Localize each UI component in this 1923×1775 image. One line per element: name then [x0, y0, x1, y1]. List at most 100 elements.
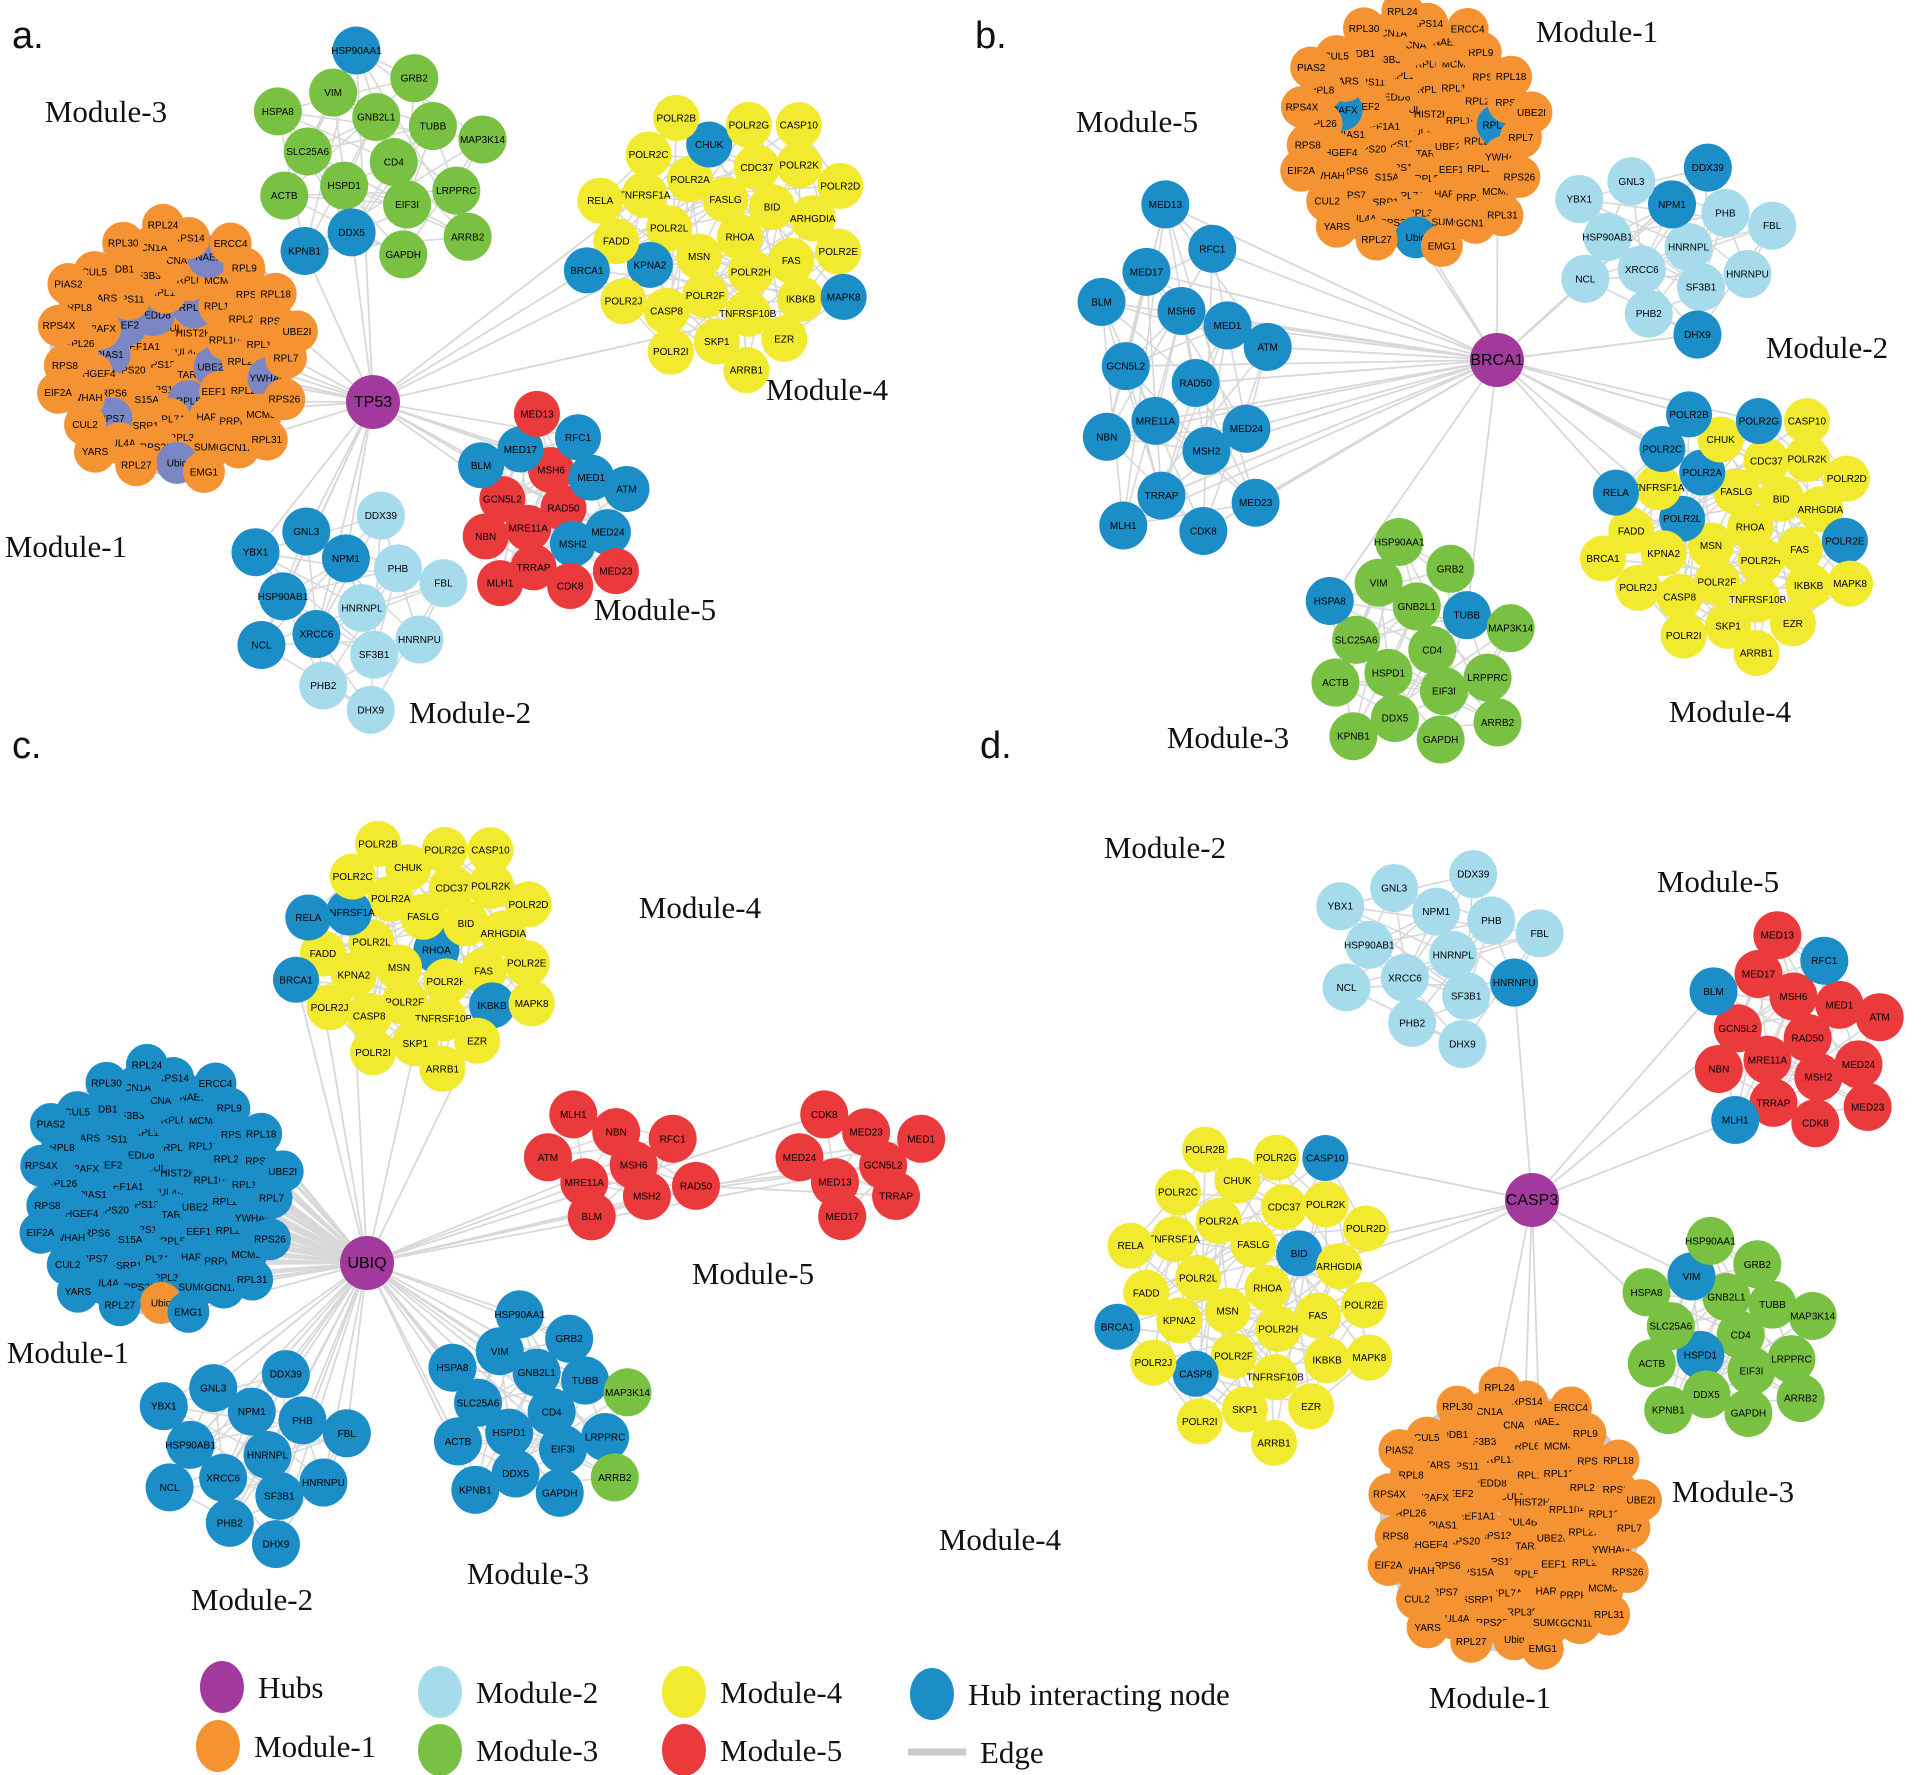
- node-HNRNPL[interactable]: [1664, 223, 1713, 271]
- node-MAP3K14[interactable]: [603, 1368, 652, 1417]
- node-DDX39[interactable]: [261, 1350, 310, 1399]
- node-LRPPRC[interactable]: [1463, 653, 1512, 702]
- node-EIF2A[interactable]: [1280, 149, 1323, 192]
- node-POLR2D[interactable]: [505, 881, 552, 928]
- node-HSPD1[interactable]: [1364, 648, 1413, 697]
- node-HSPA8[interactable]: [1305, 576, 1354, 625]
- node-FBL[interactable]: [1748, 201, 1797, 250]
- node-GNL3[interactable]: [1370, 864, 1419, 913]
- node-POLR2D[interactable]: [817, 162, 864, 209]
- node-PIAS2[interactable]: [1290, 46, 1333, 89]
- node-MAPK8[interactable]: [820, 273, 867, 320]
- node-FASLG[interactable]: [702, 176, 749, 223]
- node-POLR2I[interactable]: [647, 328, 694, 375]
- node-PHB2[interactable]: [299, 661, 348, 710]
- node-PIAS2[interactable]: [29, 1103, 72, 1146]
- node-ARHGDIA[interactable]: [1316, 1243, 1363, 1290]
- node-NCL[interactable]: [1322, 963, 1371, 1012]
- node-KPNA2[interactable]: [626, 241, 673, 288]
- node-POLR2E[interactable]: [503, 940, 550, 987]
- node-POLR2C[interactable]: [625, 131, 672, 178]
- node-MLH1[interactable]: [1711, 1096, 1760, 1145]
- node-RPL27[interactable]: [1450, 1620, 1493, 1663]
- node-POLR2B[interactable]: [355, 820, 402, 867]
- node-EIF2A[interactable]: [19, 1211, 62, 1254]
- node-GNB2L1[interactable]: [1392, 582, 1441, 631]
- node-RPL18[interactable]: [1490, 55, 1533, 98]
- node-CDK8[interactable]: [1179, 507, 1228, 556]
- node-RPL18[interactable]: [1597, 1439, 1640, 1482]
- node-RPL24[interactable]: [125, 1043, 168, 1086]
- node-KPNB1[interactable]: [451, 1465, 500, 1514]
- node-EIF2A[interactable]: [37, 371, 80, 414]
- node-POLR2J[interactable]: [1130, 1339, 1177, 1386]
- node-DDX5[interactable]: [491, 1449, 540, 1498]
- node-YBX1[interactable]: [139, 1382, 188, 1431]
- node-UBE2I[interactable]: [275, 310, 318, 353]
- node-DDX5[interactable]: [1370, 694, 1419, 743]
- node-CDC37[interactable]: [733, 144, 780, 191]
- node-NPM1[interactable]: [1648, 180, 1697, 229]
- node-EZR[interactable]: [454, 1017, 501, 1064]
- node-POLR2E[interactable]: [1341, 1282, 1388, 1329]
- node-CASP10[interactable]: [775, 102, 822, 149]
- node-POLR2K[interactable]: [1784, 435, 1831, 482]
- node-YBX1[interactable]: [231, 528, 280, 577]
- node-KPNA2[interactable]: [1156, 1297, 1203, 1344]
- node-MED13[interactable]: [513, 390, 560, 437]
- node-YBX1[interactable]: [1316, 882, 1365, 931]
- node-SF3B1[interactable]: [255, 1471, 304, 1520]
- hub-BRCA1[interactable]: [1470, 333, 1524, 387]
- node-TNFRSF1A[interactable]: [1151, 1216, 1198, 1263]
- node-RELA[interactable]: [1592, 469, 1639, 516]
- node-NBN[interactable]: [1082, 412, 1131, 461]
- node-UBE2I[interactable]: [261, 1150, 304, 1193]
- node-HSP90AA1[interactable]: [1686, 1216, 1735, 1265]
- node-RFC1[interactable]: [555, 414, 602, 461]
- node-MED1[interactable]: [897, 1114, 946, 1163]
- node-RAD50[interactable]: [1783, 1014, 1832, 1062]
- node-RFC1[interactable]: [648, 1114, 697, 1163]
- node-HSPA8[interactable]: [428, 1343, 477, 1392]
- node-ATM[interactable]: [1855, 993, 1904, 1042]
- node-SLC25A6[interactable]: [283, 127, 332, 176]
- node-POLR2J[interactable]: [600, 278, 647, 325]
- node-MSN[interactable]: [676, 233, 723, 280]
- hub-UBIQ[interactable]: [340, 1236, 394, 1290]
- node-RPL24[interactable]: [1381, 0, 1424, 33]
- node-EMG1[interactable]: [167, 1290, 210, 1333]
- node-SLC25A6[interactable]: [1646, 1302, 1695, 1351]
- node-MAPK8[interactable]: [1346, 1334, 1393, 1381]
- node-MLH1[interactable]: [549, 1090, 598, 1139]
- node-HSP90AB1[interactable]: [166, 1420, 215, 1469]
- node-POLR2E[interactable]: [815, 228, 862, 275]
- node-RELA[interactable]: [285, 894, 332, 941]
- node-MSH6[interactable]: [1157, 286, 1206, 335]
- node-CASP8[interactable]: [1656, 573, 1703, 620]
- node-MSH2[interactable]: [1794, 1053, 1843, 1102]
- node-POLR2K[interactable]: [467, 862, 514, 909]
- node-SLC25A6[interactable]: [454, 1378, 503, 1427]
- node-UBE2I[interactable]: [1619, 1479, 1662, 1522]
- node-UBE2I[interactable]: [1510, 91, 1553, 134]
- node-HSPD1[interactable]: [485, 1408, 534, 1457]
- node-DHX9[interactable]: [1673, 310, 1722, 359]
- node-HNRNPL[interactable]: [243, 1431, 292, 1479]
- node-SF3B1[interactable]: [350, 630, 399, 679]
- node-TUBB[interactable]: [1442, 591, 1491, 640]
- node-MED1[interactable]: [568, 454, 615, 501]
- node-EMG1[interactable]: [182, 450, 225, 493]
- node-HSPA8[interactable]: [253, 87, 302, 136]
- node-LRPPRC[interactable]: [581, 1412, 630, 1461]
- node-RFC1[interactable]: [1188, 224, 1237, 273]
- node-NCL[interactable]: [1561, 254, 1610, 303]
- node-GNB2L1[interactable]: [512, 1348, 561, 1397]
- node-KPNB1[interactable]: [1644, 1386, 1693, 1435]
- node-KPNB1[interactable]: [1329, 712, 1378, 761]
- node-PHB2[interactable]: [1388, 998, 1437, 1047]
- node-MED23[interactable]: [1231, 478, 1280, 527]
- node-CASP10[interactable]: [467, 827, 514, 874]
- node-MED23[interactable]: [1843, 1082, 1892, 1131]
- node-RAD50[interactable]: [1171, 359, 1220, 407]
- node-POLR2E[interactable]: [1821, 517, 1868, 564]
